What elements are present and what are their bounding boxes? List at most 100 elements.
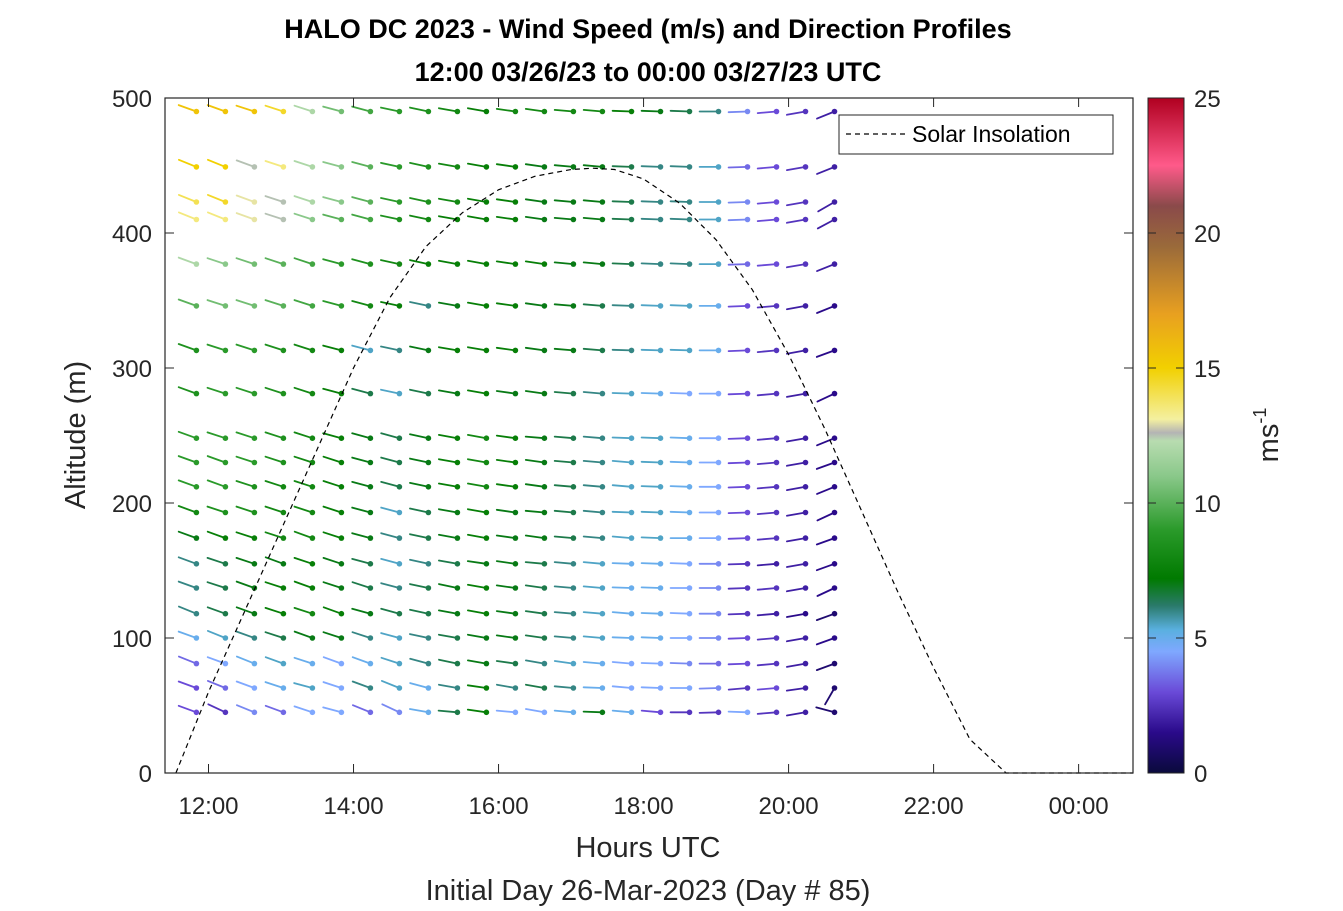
wind-barb-shaft: [553, 561, 575, 565]
wind-barb-point: [396, 108, 403, 115]
wind-barb: [409, 682, 432, 691]
wind-barb-shaft: [235, 704, 256, 714]
wind-barb-point: [309, 199, 316, 205]
wind-barb: [582, 108, 606, 115]
wind-barb: [351, 656, 374, 667]
wind-barb: [408, 708, 432, 716]
wind-barb: [264, 104, 287, 115]
wind-barb: [640, 660, 664, 667]
wind-barb-point: [744, 685, 751, 691]
wind-barb: [322, 606, 345, 617]
wind-barb-shaft: [322, 387, 343, 395]
wind-barb: [727, 635, 751, 641]
wind-barb-shaft: [727, 218, 749, 222]
wind-barb-point: [367, 561, 374, 567]
wind-barb: [582, 261, 606, 267]
wind-barb-point: [280, 484, 287, 490]
wind-barb-shaft: [816, 304, 836, 314]
wind-barb: [495, 108, 519, 115]
wind-barb: [756, 610, 780, 617]
wind-barb-point: [570, 261, 577, 267]
wind-barb-point: [483, 484, 490, 490]
wind-barb-point: [367, 535, 374, 541]
wind-barb: [611, 509, 635, 516]
wind-barb-point: [251, 685, 258, 691]
wind-barb-point: [512, 216, 519, 223]
legend-entry-solar-insolation: Solar Insolation: [912, 121, 1071, 147]
wind-barb: [669, 509, 693, 516]
wind-barb-point: [454, 635, 461, 641]
wind-barb: [524, 163, 548, 170]
wind-barb: [756, 108, 780, 115]
wind-barb-shaft: [380, 214, 401, 221]
wind-barb-shaft: [786, 437, 807, 443]
wind-barb-point: [425, 199, 432, 205]
wind-barb: [640, 459, 664, 466]
wind-barb-shaft: [437, 389, 459, 395]
wind-barb-point: [686, 459, 693, 466]
wind-barb-point: [744, 347, 751, 354]
wind-barb: [264, 631, 287, 641]
wind-barb-point: [338, 199, 345, 205]
wind-barb-shaft: [669, 460, 691, 464]
wind-barb: [235, 655, 258, 667]
wind-barb-point: [512, 459, 519, 466]
wind-barb-point: [657, 199, 664, 205]
wind-barb-point: [831, 435, 838, 442]
wind-barb: [351, 344, 374, 354]
wind-barb-point: [222, 261, 229, 267]
wind-barb-point: [570, 390, 577, 397]
wind-barb-point: [628, 164, 635, 170]
wind-barb-shaft: [466, 583, 488, 589]
wind-barb: [466, 533, 490, 541]
wind-barb-shaft: [727, 662, 749, 666]
wind-barb-shaft: [206, 455, 227, 464]
wind-barb: [669, 216, 693, 223]
wind-barb-shaft: [756, 218, 778, 223]
wind-barb-point: [657, 685, 664, 691]
wind-barb: [786, 164, 809, 172]
wind-barb: [786, 509, 809, 517]
wind-barb: [640, 685, 664, 691]
wind-barb-point: [280, 459, 287, 466]
wind-barb: [206, 606, 229, 617]
wind-barb-point: [309, 635, 316, 641]
wind-barb-point: [628, 635, 635, 641]
wind-barb: [437, 389, 461, 397]
wind-barb-point: [396, 199, 403, 205]
wind-barb: [582, 435, 606, 442]
wind-barb-shaft: [495, 683, 517, 689]
wind-barb-point: [222, 164, 229, 170]
wind-barb-point: [251, 509, 258, 516]
wind-barb: [640, 347, 664, 354]
wind-barb-shaft: [495, 534, 517, 539]
wind-barb: [611, 435, 635, 442]
wind-barb: [351, 480, 374, 490]
wind-barb-point: [657, 435, 664, 442]
wind-barb: [524, 458, 548, 466]
wind-barb-point: [222, 610, 229, 617]
wind-barb: [206, 505, 229, 516]
wind-barb: [293, 343, 316, 354]
wind-barb-shaft: [553, 685, 575, 689]
wind-barb-shaft: [264, 212, 285, 221]
wind-barb-shaft: [466, 162, 488, 168]
wind-barb-shaft: [786, 711, 807, 717]
wind-barb-point: [512, 303, 519, 309]
wind-barb: [466, 633, 490, 641]
wind-barb: [669, 347, 693, 354]
wind-barb: [409, 583, 432, 591]
wind-barb-shaft: [582, 459, 604, 464]
wind-barb: [727, 435, 751, 442]
wind-barb: [786, 610, 809, 618]
wind-barb-shaft: [437, 458, 459, 464]
wind-barb: [322, 161, 345, 170]
wind-barb: [495, 163, 519, 170]
wind-barb-shaft: [669, 348, 691, 352]
wind-barb-point: [715, 660, 722, 667]
wind-barb-shaft: [437, 609, 459, 615]
wind-barb-shaft: [553, 109, 575, 113]
wind-barb-shaft: [466, 197, 488, 203]
wind-barb-shaft: [524, 260, 546, 266]
wind-barb: [437, 633, 461, 641]
